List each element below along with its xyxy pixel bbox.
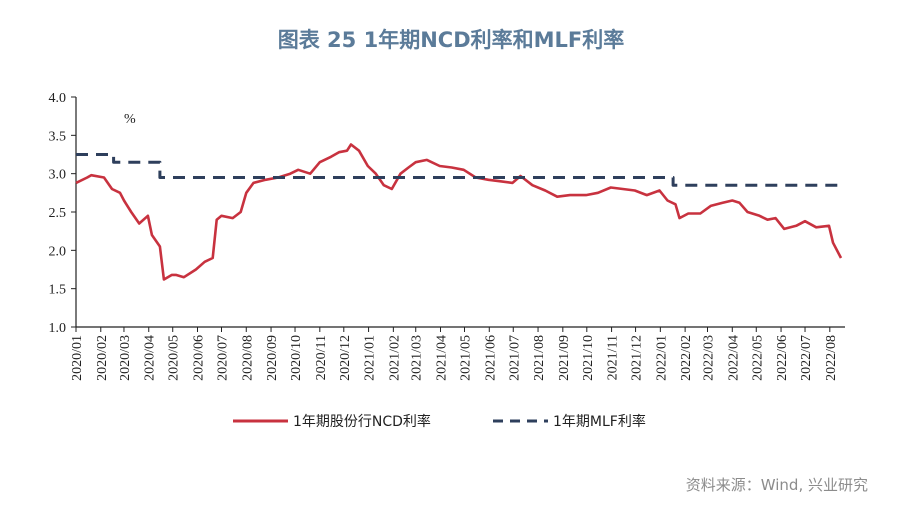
legend-label-1: 1年期股份行NCD利率 (293, 413, 431, 430)
x-tick-label: 2020/01 (70, 335, 85, 381)
x-tick-label: 2021/04 (435, 335, 450, 381)
y-tick-label: 2.5 (49, 206, 67, 221)
x-tick-label: 2020/11 (314, 335, 329, 380)
x-tick-label: 2021/03 (410, 335, 425, 381)
x-tick-label: 2020/02 (95, 335, 110, 381)
source-note: 资料来源：Wind, 兴业研究 (685, 476, 868, 494)
x-tick-label: 2022/05 (750, 335, 765, 381)
legend-label-2: 1年期MLF利率 (553, 413, 646, 430)
y-tick-label: 4.0 (49, 91, 67, 106)
x-tick-label: 2021/09 (557, 335, 572, 381)
x-tick-label: 2020/06 (192, 335, 207, 381)
x-tick-label: 2021/01 (363, 335, 378, 381)
y-tick-label: 3.5 (49, 129, 67, 144)
y-tick-label: 1.0 (49, 321, 67, 336)
x-tick-label: 2020/04 (143, 335, 158, 381)
series-line-2 (76, 153, 845, 187)
x-tick-label: 2021/07 (507, 335, 522, 381)
x-tick-label: 2022/07 (799, 335, 814, 381)
x-tick-label: 2020/10 (289, 335, 304, 381)
x-tick-label: 2022/08 (824, 335, 839, 381)
y-unit-label: % (124, 112, 136, 127)
x-tick-label: 2021/06 (483, 335, 498, 381)
x-tick-label: 2021/05 (458, 335, 473, 381)
x-tick-label: 2022/03 (702, 335, 717, 381)
x-tick-label: 2022/06 (775, 335, 790, 381)
x-tick-label: 2021/02 (387, 335, 402, 381)
x-tick-label: 2020/07 (215, 335, 230, 381)
x-tick-label: 2022/02 (679, 335, 694, 381)
x-tick-label: 2021/08 (532, 335, 547, 381)
x-tick-label: 2021/12 (630, 335, 645, 381)
y-tick-label: 2.0 (49, 244, 67, 259)
chart-title: 图表 25 1年期NCD利率和MLF利率 (277, 28, 625, 52)
x-tick-label: 2022/04 (726, 335, 741, 381)
x-tick-label: 2021/10 (581, 335, 596, 381)
x-tick-label: 2020/08 (240, 335, 255, 381)
x-tick-label: 2020/09 (265, 335, 280, 381)
y-tick-label: 3.0 (49, 168, 67, 183)
series-line-1 (75, 143, 843, 281)
x-tick-label: 2020/05 (167, 335, 182, 381)
x-tick-label: 2020/03 (118, 335, 133, 381)
x-tick-label: 2020/12 (338, 335, 353, 381)
y-tick-label: 1.5 (49, 283, 67, 298)
x-tick-label: 2022/01 (654, 335, 669, 381)
x-tick-label: 2021/11 (606, 335, 621, 380)
